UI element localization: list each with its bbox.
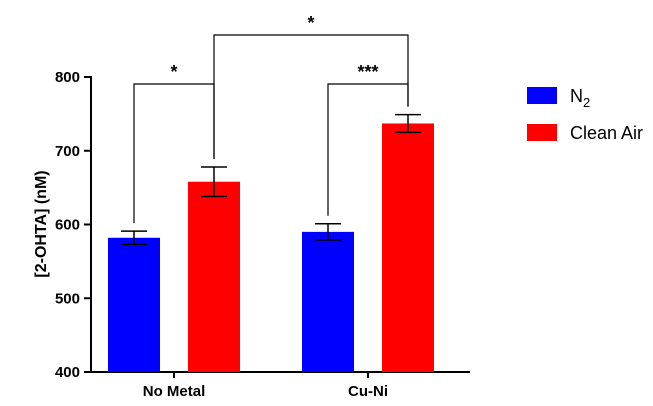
bar <box>188 181 240 372</box>
significance-label: *** <box>357 62 378 82</box>
y-tick-label: 700 <box>55 143 80 160</box>
bar <box>302 231 354 372</box>
legend-swatch <box>527 87 557 104</box>
bar <box>108 237 160 372</box>
x-tick-label: Cu-Ni <box>348 383 388 400</box>
legend-label: N2 <box>570 86 590 110</box>
y-tick-label: 800 <box>55 69 80 86</box>
x-tick-label: No Metal <box>143 383 206 400</box>
legend-swatch <box>527 124 557 141</box>
y-tick-label: 600 <box>55 217 80 234</box>
significance-label: * <box>307 13 314 33</box>
bar <box>382 123 434 373</box>
y-tick-label: 500 <box>55 290 80 307</box>
y-axis-title: [2-OHTA] (nM) <box>33 170 50 277</box>
y-tick-label: 400 <box>55 364 80 381</box>
legend: N2 Clean Air <box>527 86 643 143</box>
significance-label: * <box>170 62 177 82</box>
legend-label: Clean Air <box>570 123 643 143</box>
significance-bracket <box>213 34 409 159</box>
legend-subscript: 2 <box>583 95 590 110</box>
